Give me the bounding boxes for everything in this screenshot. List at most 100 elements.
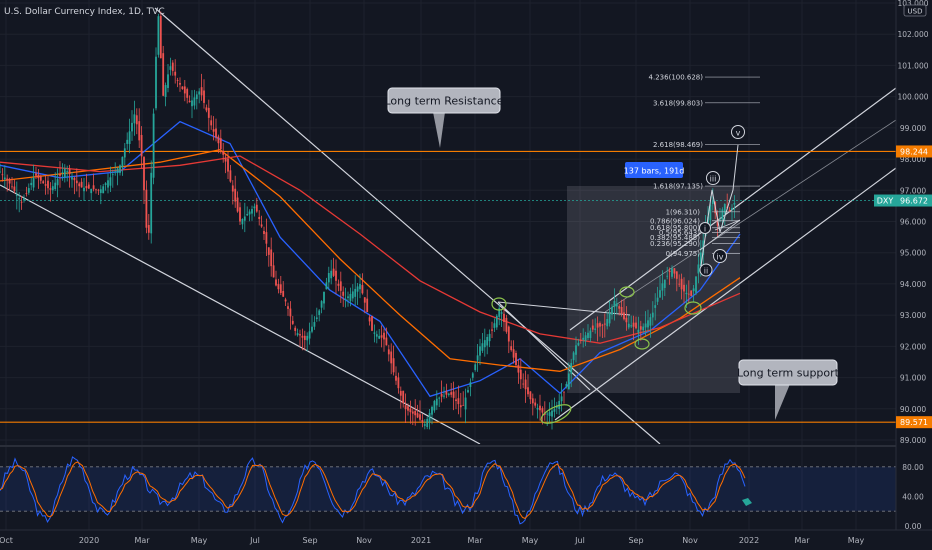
wave-zigzag[interactable]	[700, 144, 739, 267]
break-line[interactable]	[497, 301, 591, 391]
wave-label-i[interactable]: i	[699, 222, 711, 234]
candle-body	[20, 201, 23, 203]
candle-body	[44, 184, 47, 186]
candle-body	[258, 216, 261, 220]
candle-body	[306, 335, 309, 341]
candle-body	[414, 410, 417, 416]
candle-body	[239, 207, 241, 222]
candle-body	[54, 182, 57, 190]
fib-level-label: 0.382(95.485)	[650, 234, 700, 242]
candle-body	[431, 406, 433, 415]
candle-body	[85, 186, 88, 189]
fib-level-label: 0.236(95.290)	[650, 240, 700, 248]
support-price-tag[interactable]: 89.571	[896, 416, 932, 429]
downtrend-lower-line[interactable]	[0, 184, 481, 444]
grid-lines	[0, 0, 896, 530]
candle-body	[23, 198, 25, 201]
candle-body	[73, 177, 76, 181]
candle-body	[399, 390, 402, 396]
candle-body	[59, 174, 61, 176]
candle-body	[493, 323, 496, 328]
candle-body	[116, 168, 119, 173]
candle-body	[596, 323, 599, 328]
price-candles	[0, 11, 736, 430]
candle-body	[368, 317, 371, 322]
price-tick-label: 95.000	[900, 249, 926, 258]
price-tick-label: 94.000	[900, 280, 926, 289]
symbol-tag[interactable]: DXY	[874, 194, 896, 207]
candle-body	[587, 332, 589, 338]
wave-triangle[interactable]	[699, 219, 741, 251]
time-axis[interactable]: Oct 2020 Mar May Jul Sep Nov 2021 Mar May Jul Sep No…	[0, 529, 932, 550]
candle-body	[572, 352, 575, 361]
price-axis[interactable]: 103.000 102.000 101.000 100.000 99.000 98.000…	[895, 0, 932, 530]
moving-average-2	[0, 149, 741, 372]
candle-body	[733, 202, 736, 205]
candle-body	[253, 206, 256, 209]
candle-body	[467, 390, 469, 393]
price-pane[interactable]: 4.236(100.628) 3.618(99.803) 2.618(98.469)…	[0, 7, 896, 444]
candle-body	[143, 157, 145, 191]
candle-body	[695, 276, 697, 293]
candle-body	[488, 333, 491, 342]
fib-extension[interactable]: 4.236(100.628) 3.618(99.803) 2.618(98.469)…	[649, 74, 760, 258]
osc-tick-label: 80.00	[902, 463, 924, 472]
oscillator-pane[interactable]	[0, 456, 896, 525]
candle-body	[570, 362, 573, 374]
candle-body	[709, 204, 712, 221]
wave-label-v[interactable]: v	[731, 125, 745, 139]
downtrend-upper-line[interactable]	[154, 7, 661, 444]
highlight-ellipse[interactable]	[634, 338, 650, 350]
time-tick-label: Mar	[134, 536, 150, 545]
candle-body	[224, 158, 227, 162]
oscillator-axis[interactable]: 80.00 40.00 0.00	[902, 463, 924, 531]
candle-body	[92, 185, 95, 190]
neck-line[interactable]	[497, 301, 631, 316]
candle-body	[363, 297, 366, 303]
candle-body	[565, 383, 568, 387]
currency-label[interactable]: USD	[903, 4, 927, 17]
candle-body	[133, 114, 136, 124]
candle-body	[217, 136, 220, 144]
replay-icon[interactable]	[742, 498, 752, 506]
uptrend-upper-line[interactable]	[569, 87, 896, 331]
wave-label-iv[interactable]: iv	[713, 249, 727, 263]
candle-body	[37, 174, 40, 179]
candle-body	[107, 180, 109, 188]
last-price-tag[interactable]: 96.672	[896, 194, 932, 207]
candle-body	[635, 322, 637, 329]
support-callout[interactable]: Long term support	[737, 359, 840, 420]
candle-body	[589, 330, 592, 339]
candle-body	[683, 284, 685, 292]
candle-body	[599, 323, 601, 327]
price-tick-label: 103.000	[897, 0, 928, 8]
candle-body	[342, 291, 345, 296]
candle-body	[623, 312, 625, 320]
uptrend-lower-line[interactable]	[554, 167, 896, 421]
candle-body	[287, 306, 289, 309]
candle-body	[383, 332, 385, 340]
candle-body	[215, 128, 217, 138]
resistance-callout[interactable]: Long term Resistance	[384, 87, 504, 148]
stoch-d-line	[0, 461, 746, 520]
candle-body	[169, 66, 172, 70]
bars-range-label[interactable]: 137 bars, 191d	[624, 162, 685, 178]
candle-body	[591, 325, 594, 330]
candle-body	[159, 15, 162, 59]
candle-body	[80, 181, 83, 188]
svg-text:98.244: 98.244	[900, 147, 928, 156]
highlight-ellipse[interactable]	[619, 286, 635, 298]
candle-body	[229, 170, 232, 182]
highlight-ellipse[interactable]	[491, 297, 507, 311]
highlight-ellipse[interactable]	[684, 301, 702, 315]
wave-label-ii[interactable]: ii	[699, 263, 713, 277]
candle-body	[61, 172, 64, 174]
candle-body	[647, 320, 649, 328]
candle-body	[231, 185, 234, 192]
candle-body	[668, 270, 671, 273]
candle-body	[642, 326, 645, 331]
highlight-ellipse[interactable]	[539, 401, 574, 427]
resistance-price-tag[interactable]: 98.244	[896, 145, 932, 158]
wave-label-iii[interactable]: iii	[706, 171, 720, 185]
